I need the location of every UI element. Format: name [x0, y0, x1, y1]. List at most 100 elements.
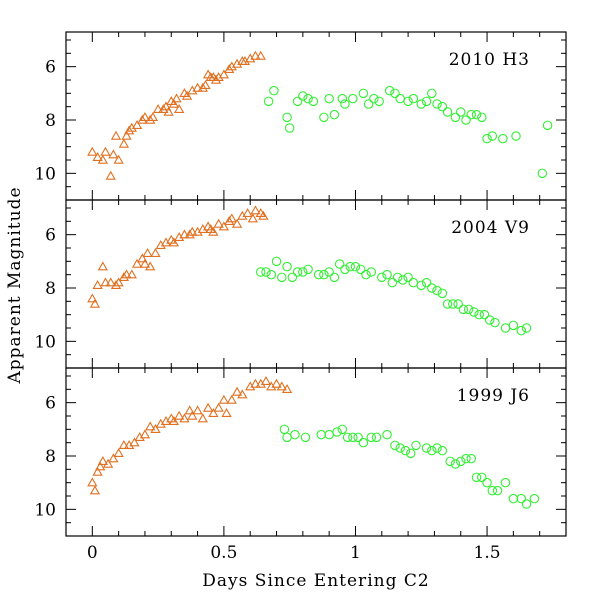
y-tick-label: 8 — [45, 279, 56, 299]
data-point-circle — [366, 267, 377, 277]
data-point-circle — [348, 93, 358, 104]
data-point-circle — [358, 437, 369, 448]
data-point-triangle — [192, 82, 203, 92]
data-point-triangle — [218, 221, 230, 231]
data-point-triangle — [250, 378, 261, 388]
data-point-triangle — [192, 405, 203, 415]
data-point-triangle — [113, 154, 124, 164]
data-point-circle — [477, 112, 487, 123]
data-point-circle — [255, 267, 266, 277]
data-point-circle — [392, 272, 403, 283]
data-point-triangle — [281, 384, 293, 394]
data-point-triangle — [168, 416, 180, 426]
data-point-circle — [405, 448, 416, 459]
data-point-circle — [345, 261, 355, 272]
data-point-circle — [408, 277, 419, 288]
data-point-circle — [463, 304, 474, 315]
data-point-circle — [521, 323, 532, 333]
data-point-circle — [516, 493, 527, 504]
data-point-circle — [319, 112, 329, 123]
data-point-circle — [374, 96, 384, 107]
data-point-circle — [442, 299, 453, 309]
data-point-circle — [471, 472, 482, 483]
data-point-circle — [395, 443, 405, 453]
data-point-circle — [282, 261, 292, 272]
data-point-triangle — [197, 82, 208, 92]
data-point-circle — [421, 277, 432, 288]
data-point-circle — [455, 456, 466, 467]
data-point-circle — [337, 93, 348, 104]
x-tick-label: 1 — [350, 543, 361, 563]
y-axis-label: Apparent Magnitude — [5, 186, 25, 384]
data-point-triangle — [174, 104, 185, 114]
data-point-circle — [455, 107, 466, 117]
data-point-circle — [269, 85, 279, 96]
data-point-circle — [287, 272, 298, 283]
y-tick-label: 10 — [34, 332, 56, 352]
data-point-circle — [334, 259, 345, 269]
data-point-triangle — [139, 258, 151, 268]
data-point-triangle — [226, 213, 237, 223]
data-point-circle — [350, 261, 361, 272]
data-point-circle — [290, 429, 300, 440]
data-point-circle — [377, 272, 387, 283]
data-point-triangle — [108, 149, 119, 159]
data-point-triangle — [258, 210, 269, 220]
panel-1: 6 8 10 2010 H3 — [34, 31, 567, 201]
data-point-circle — [298, 91, 308, 101]
data-point-triangle — [110, 130, 122, 140]
data-point-circle — [403, 96, 413, 107]
data-point-circle — [432, 285, 442, 296]
data-point-triangle — [102, 458, 114, 468]
data-point-triangle — [131, 258, 143, 268]
data-point-triangle — [110, 280, 122, 290]
data-point-circle — [363, 99, 374, 109]
data-point-triangle — [145, 421, 156, 431]
data-point-triangle — [213, 402, 224, 412]
data-point-triangle — [100, 277, 111, 287]
data-point-triangle — [226, 394, 237, 404]
data-point-circle — [411, 440, 421, 451]
data-point-triangle — [97, 456, 108, 466]
data-point-triangle — [139, 112, 151, 122]
data-point-circle — [361, 269, 371, 280]
data-point-circle — [437, 445, 448, 456]
data-point-circle — [500, 477, 511, 488]
data-point-circle — [358, 88, 369, 99]
data-point-circle — [263, 96, 274, 107]
data-point-circle — [471, 109, 482, 120]
data-point-triangle — [89, 485, 101, 495]
data-point-circle — [408, 93, 419, 104]
panel-2: 6 8 10 2004 V9 — [34, 199, 567, 369]
data-point-triangle — [237, 389, 248, 399]
data-point-triangle — [179, 413, 190, 423]
data-point-circle — [427, 445, 437, 456]
data-point-circle — [516, 325, 527, 336]
data-point-circle — [492, 485, 503, 496]
data-point-triangle — [92, 466, 103, 476]
data-point-triangle — [163, 106, 174, 116]
data-point-triangle — [150, 424, 161, 434]
data-point-circle — [303, 93, 313, 104]
data-point-triangle — [213, 218, 224, 228]
data-point-circle — [421, 96, 432, 107]
data-point-circle — [484, 315, 495, 325]
panel-frame — [65, 367, 567, 537]
y-tick-label: 10 — [34, 500, 56, 520]
panel-title: 1999 J6 — [457, 386, 530, 406]
data-point-circle — [284, 123, 295, 133]
data-point-circle — [450, 112, 461, 123]
data-point-triangle — [145, 261, 156, 271]
data-point-triangle — [126, 269, 137, 279]
data-point-circle — [474, 309, 484, 320]
data-point-triangle — [113, 277, 124, 287]
data-point-circle — [353, 432, 363, 443]
data-point-triangle — [87, 146, 98, 156]
data-point-circle — [329, 109, 340, 120]
data-point-triangle — [142, 248, 153, 258]
y-tick-label: 8 — [45, 111, 56, 131]
data-point-circle — [398, 275, 408, 285]
data-point-triangle — [184, 229, 195, 239]
data-point-circle — [487, 485, 498, 496]
data-point-circle — [348, 432, 358, 443]
